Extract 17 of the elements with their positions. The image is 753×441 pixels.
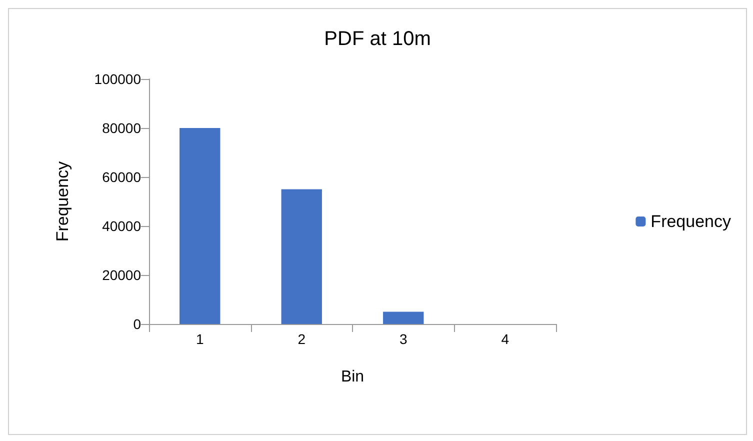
- legend-label: Frequency: [650, 212, 732, 231]
- bar: [281, 189, 322, 324]
- x-tick-label: 4: [501, 331, 510, 347]
- y-tick-label: 100000: [94, 71, 142, 87]
- y-tick-label: 20000: [102, 267, 142, 283]
- chart-title: PDF at 10m: [324, 28, 431, 50]
- bar: [180, 128, 220, 324]
- bar: [383, 312, 424, 324]
- y-tick-label: 60000: [102, 169, 142, 185]
- x-tick-label: 1: [196, 331, 204, 347]
- y-axis-title: Frequency: [53, 160, 72, 242]
- x-tick-label: 3: [399, 331, 408, 347]
- y-tick-label: 0: [133, 316, 142, 332]
- x-tick-label: 2: [298, 331, 306, 347]
- y-tick-label: 40000: [102, 218, 142, 234]
- x-axis-title: Bin: [340, 368, 364, 386]
- y-tick-label: 80000: [102, 120, 142, 136]
